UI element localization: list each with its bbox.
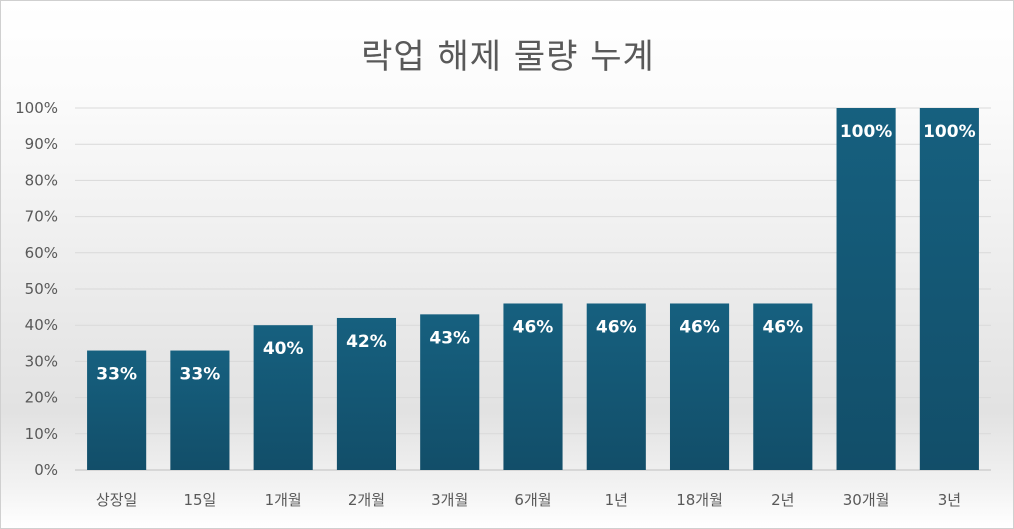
x-tick-label: 6개월: [514, 491, 551, 509]
y-tick-label: 70%: [25, 208, 58, 226]
chart-title: 락업 해제 물량 누계: [361, 37, 655, 77]
y-tick-label: 40%: [25, 316, 58, 334]
y-tick-label: 20%: [25, 389, 58, 407]
bar: [87, 350, 147, 470]
bar: [836, 108, 896, 470]
data-label: 33%: [180, 365, 221, 385]
x-tick-label: 1년: [605, 491, 628, 509]
bar: [336, 317, 397, 470]
bar: [170, 350, 230, 470]
data-label: 33%: [96, 365, 137, 385]
data-label: 46%: [762, 317, 803, 337]
y-tick-label: 80%: [25, 171, 58, 189]
y-tick-label: 90%: [25, 135, 58, 153]
y-tick-label: 50%: [25, 280, 58, 298]
bar: [586, 303, 646, 470]
y-tick-label: 30%: [25, 352, 58, 370]
bar: [669, 303, 730, 470]
y-tick-label: 100%: [15, 99, 58, 117]
data-label: 46%: [596, 317, 637, 337]
bar: [919, 108, 979, 470]
x-tick-label: 3년: [938, 491, 961, 509]
x-tick-label: 상장일: [96, 491, 137, 509]
data-label: 40%: [263, 339, 304, 359]
bar: [753, 303, 813, 470]
bar: [503, 303, 563, 470]
data-label: 43%: [429, 328, 470, 348]
x-tick-label: 18개월: [676, 491, 723, 509]
bar: [420, 314, 480, 470]
bar: [253, 325, 313, 470]
data-label: 100%: [840, 122, 893, 142]
data-label: 42%: [346, 332, 387, 352]
data-label: 100%: [923, 122, 976, 142]
x-tick-label: 2개월: [348, 491, 385, 509]
y-tick-label: 60%: [25, 244, 58, 262]
x-tick-label: 3개월: [431, 491, 468, 509]
x-tick-label: 30개월: [843, 491, 890, 509]
x-tick-label: 2년: [771, 491, 794, 509]
x-tick-label: 15일: [183, 491, 216, 509]
data-label: 46%: [513, 317, 554, 337]
y-tick-label: 0%: [34, 461, 58, 479]
x-tick-label: 1개월: [265, 491, 302, 509]
y-tick-label: 10%: [25, 425, 58, 443]
data-label: 46%: [679, 317, 720, 337]
